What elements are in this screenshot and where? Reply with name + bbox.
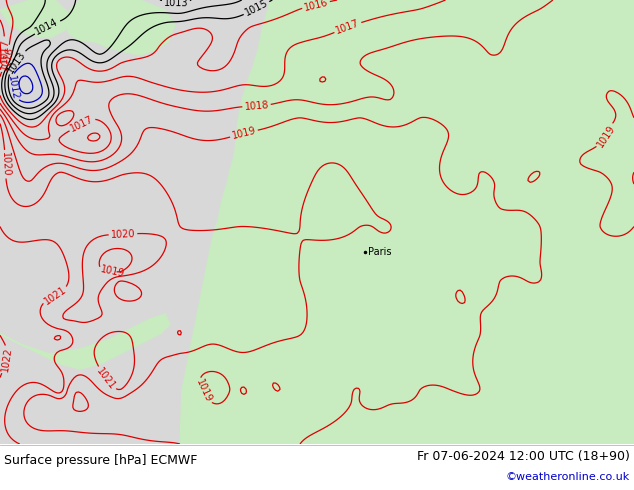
Text: 1014: 1014: [34, 16, 60, 36]
Polygon shape: [0, 314, 170, 369]
Text: 1018: 1018: [244, 100, 269, 112]
Text: 1013: 1013: [6, 49, 28, 75]
Polygon shape: [545, 399, 568, 419]
Text: 1021: 1021: [42, 284, 68, 306]
Text: 1019: 1019: [194, 378, 213, 405]
Text: 1019: 1019: [595, 123, 617, 149]
Polygon shape: [65, 0, 175, 55]
Text: 1012: 1012: [6, 74, 20, 100]
Text: 1016: 1016: [303, 0, 329, 12]
Text: 1016: 1016: [0, 46, 15, 72]
Text: Surface pressure [hPa] ECMWF: Surface pressure [hPa] ECMWF: [4, 454, 197, 466]
Text: 1019: 1019: [231, 125, 257, 141]
Text: 1020: 1020: [110, 229, 136, 240]
Text: 1017: 1017: [68, 114, 95, 134]
Text: 1017: 1017: [335, 18, 361, 36]
Polygon shape: [0, 0, 70, 38]
Text: Paris: Paris: [368, 247, 392, 257]
Polygon shape: [590, 366, 615, 389]
Text: 1019: 1019: [100, 266, 125, 277]
Text: 1020: 1020: [0, 152, 11, 177]
Text: Fr 07-06-2024 12:00 UTC (18+90): Fr 07-06-2024 12:00 UTC (18+90): [417, 450, 630, 464]
Text: 1017: 1017: [0, 38, 10, 63]
Text: 1013: 1013: [164, 0, 188, 8]
Text: ©weatheronline.co.uk: ©weatheronline.co.uk: [506, 472, 630, 482]
Text: 1015: 1015: [243, 0, 270, 18]
Text: 1022: 1022: [0, 346, 13, 372]
Polygon shape: [180, 0, 634, 444]
Text: 1021: 1021: [94, 366, 117, 392]
